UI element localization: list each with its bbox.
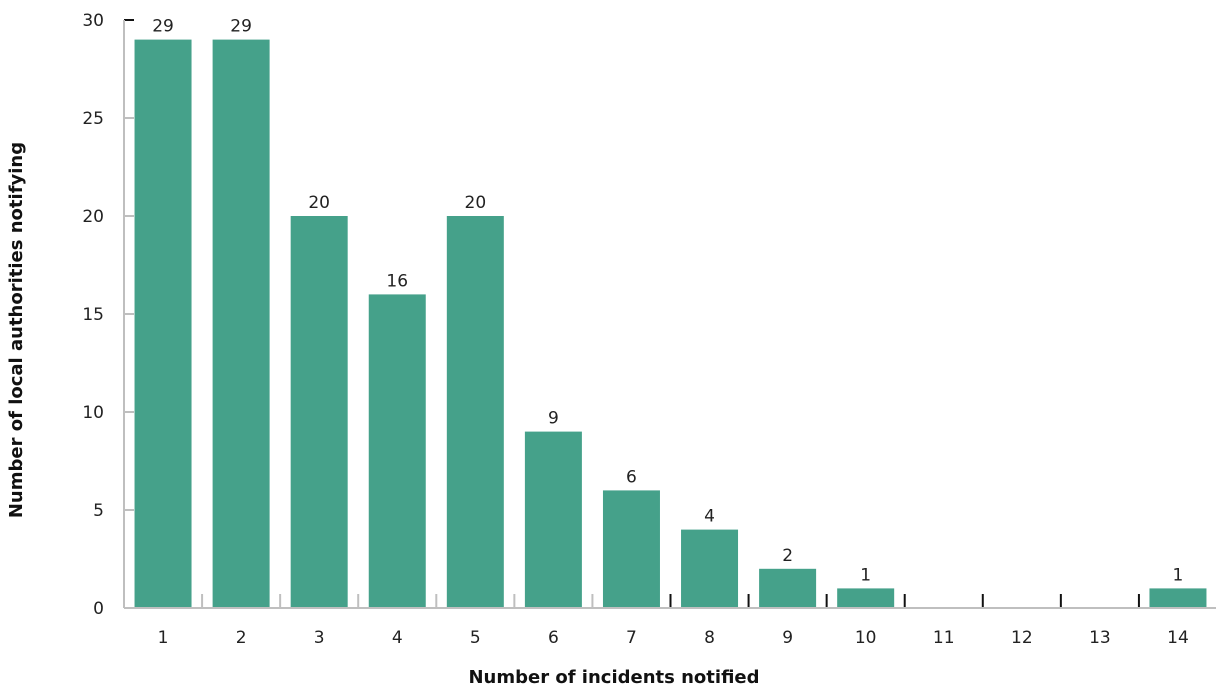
data-label: 9 (548, 409, 559, 429)
bar (212, 39, 270, 609)
bar (368, 294, 426, 608)
y-tick-label: 30 (82, 11, 104, 31)
bar (134, 39, 192, 609)
bars (134, 39, 1207, 609)
data-label: 1 (860, 565, 871, 585)
data-labels: 29 29 20 16 20 9 6 4 2 1 1 (152, 17, 1183, 586)
data-label: 16 (386, 271, 408, 291)
bar (446, 216, 504, 608)
y-tick-label: 10 (82, 403, 104, 423)
data-label: 20 (465, 193, 487, 213)
x-axis-ticks: 1 2 3 4 5 6 7 8 9 10 11 12 13 14 (158, 594, 1189, 648)
data-label: 4 (704, 507, 715, 527)
x-tick-label: 11 (933, 628, 955, 648)
data-label: 29 (230, 17, 252, 37)
y-tick-label: 25 (82, 109, 104, 129)
x-tick-label: 7 (626, 628, 637, 648)
x-tick-label: 6 (548, 628, 559, 648)
x-tick-label: 2 (236, 628, 247, 648)
bar (524, 431, 582, 608)
y-tick-label: 20 (82, 207, 104, 227)
y-axis-title: Number of local authorities notifying (6, 142, 27, 518)
x-tick-label: 3 (314, 628, 325, 648)
data-label: 20 (308, 193, 330, 213)
axes (123, 20, 1216, 609)
data-label: 29 (152, 17, 174, 37)
data-label: 2 (782, 546, 793, 566)
x-tick-label: 12 (1011, 628, 1033, 648)
x-tick-label: 10 (855, 628, 877, 648)
data-label: 6 (626, 467, 637, 487)
bar (759, 568, 817, 608)
bar (602, 490, 660, 608)
x-tick-label: 9 (782, 628, 793, 648)
bar (290, 216, 348, 608)
y-tick-label: 5 (93, 501, 104, 521)
x-tick-label: 4 (392, 628, 403, 648)
data-label: 1 (1173, 565, 1184, 585)
bar (1149, 588, 1207, 608)
x-tick-label: 13 (1089, 628, 1111, 648)
y-axis-ticks: 0 5 10 15 20 25 30 (82, 11, 134, 619)
x-tick-label: 5 (470, 628, 481, 648)
x-tick-label: 1 (158, 628, 169, 648)
x-tick-label: 14 (1167, 628, 1189, 648)
y-tick-label: 0 (93, 599, 104, 619)
y-tick-label: 15 (82, 305, 104, 325)
x-axis-title: Number of incidents notified (468, 667, 759, 688)
bar (837, 588, 895, 608)
bar (681, 529, 739, 608)
x-tick-label: 8 (704, 628, 715, 648)
